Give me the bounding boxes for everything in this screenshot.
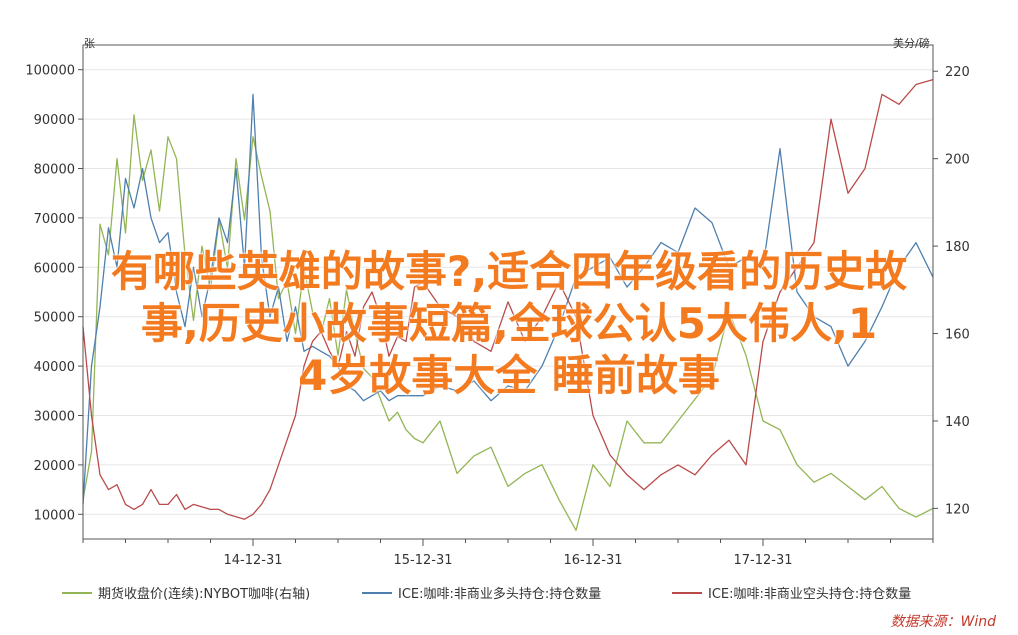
left-tick-label: 60000 xyxy=(34,261,75,276)
left-tick-label: 30000 xyxy=(34,410,75,425)
left-unit-label: 张 xyxy=(84,37,95,50)
data-source: 数据来源：Wind xyxy=(890,614,997,630)
legend: 期货收盘价(连续):NYBOT咖啡(右轴) ICE:咖啡:非商业多头持仓:持仓数量… xyxy=(62,586,911,602)
overlay-title-line-2: 事,历史小故事短篇,全球公认5大伟人,1 xyxy=(140,299,878,348)
series-lines xyxy=(82,78,934,531)
series-line-1 xyxy=(82,114,934,531)
x-axis-ticks: 14-12-31 15-12-31 16-12-31 17-12-31 xyxy=(82,539,934,568)
legend-label-1: 期货收盘价(连续):NYBOT咖啡(右轴) xyxy=(98,586,310,602)
left-tick-label: 10000 xyxy=(34,508,75,523)
right-tick-label: 160 xyxy=(945,328,970,343)
right-axis-ticks: 120 140 160 180 200 220 xyxy=(933,65,970,517)
x-tick-label: 17-12-31 xyxy=(733,553,792,568)
overlay-title-line-3: 4岁故事大全 睡前故事 xyxy=(298,351,720,400)
left-tick-label: 40000 xyxy=(34,360,75,375)
right-tick-label: 200 xyxy=(945,153,970,168)
legend-label-3: ICE:咖啡:非商业空头持仓:持仓数量 xyxy=(708,587,911,602)
x-tick-label: 14-12-31 xyxy=(223,553,282,568)
left-tick-label: 90000 xyxy=(34,113,75,128)
left-tick-label: 80000 xyxy=(34,163,75,178)
right-tick-label: 220 xyxy=(945,65,970,80)
left-axis-ticks: 10000 20000 30000 40000 50000 60000 70000 80000… xyxy=(25,64,83,523)
series-line-2 xyxy=(82,93,934,505)
right-tick-label: 180 xyxy=(945,240,970,255)
right-unit-label: 美分/磅 xyxy=(893,36,930,50)
left-tick-label: 100000 xyxy=(25,64,75,79)
left-tick-label: 70000 xyxy=(34,212,75,227)
overlay-title-line-1: 有哪些英雄的故事?,适合四年级看的历史故 xyxy=(110,247,908,296)
x-tick-label: 16-12-31 xyxy=(563,553,622,568)
gridlines xyxy=(83,69,933,515)
right-tick-label: 140 xyxy=(945,415,970,430)
left-tick-label: 50000 xyxy=(34,311,75,326)
legend-label-2: ICE:咖啡:非商业多头持仓:持仓数量 xyxy=(398,586,601,602)
series-line-3 xyxy=(82,78,934,520)
left-tick-label: 20000 xyxy=(34,459,75,474)
right-tick-label: 120 xyxy=(945,502,970,517)
x-tick-label: 15-12-31 xyxy=(393,553,452,568)
